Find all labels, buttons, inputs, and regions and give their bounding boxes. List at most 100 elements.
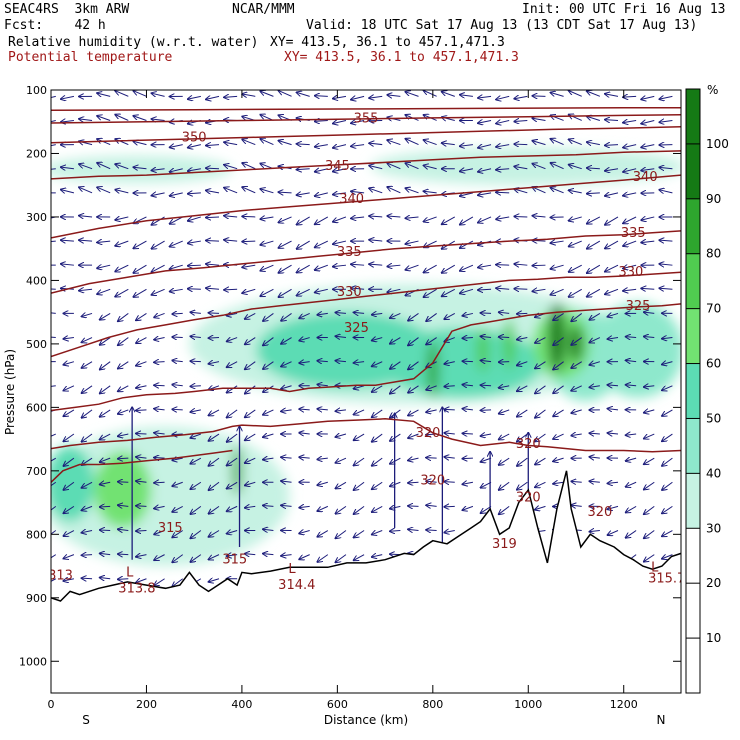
wind-vector-540 xyxy=(317,458,328,459)
wind-vector-130 xyxy=(496,169,510,170)
wind-vector-709 xyxy=(209,579,220,582)
theta-contour-335 xyxy=(51,230,681,294)
wind-vector-408 xyxy=(463,361,473,362)
wind-vector-128 xyxy=(460,169,474,172)
wind-vector-484 xyxy=(571,410,582,413)
wind-vector-355 xyxy=(136,337,147,344)
wind-vector-558 xyxy=(644,457,655,464)
wind-vector-60 xyxy=(496,120,510,123)
wind-vector-357 xyxy=(172,337,183,338)
colorbar-box-6 xyxy=(686,308,700,364)
wind-vector-114 xyxy=(206,168,220,169)
wind-vector-34 xyxy=(659,96,673,99)
x-tick-label-0: 0 xyxy=(48,698,55,711)
colorbar-box-2 xyxy=(686,528,700,584)
wind-vector-187 xyxy=(260,217,274,219)
wind-vector-400 xyxy=(317,361,328,362)
wind-vector-606 xyxy=(245,506,256,507)
theta-label-8: 330 xyxy=(337,285,362,300)
wind-vector-326 xyxy=(245,312,256,318)
wind-vector-571 xyxy=(245,482,256,485)
wind-vector-461 xyxy=(154,409,165,410)
wind-vector-676 xyxy=(245,554,256,555)
wind-vector-307 xyxy=(532,289,546,291)
x-tick-label-1200: 1200 xyxy=(610,698,638,711)
wind-vector-168 xyxy=(551,188,564,194)
wind-vector-351 xyxy=(64,338,74,339)
wind-vector-626 xyxy=(608,506,619,509)
wind-vector-441 xyxy=(426,386,437,390)
wind-vector-327 xyxy=(263,313,274,321)
wind-vector-422 xyxy=(82,385,93,393)
humidity-blob-7 xyxy=(380,328,543,398)
wind-vector-29 xyxy=(569,91,582,97)
wind-vector-638 xyxy=(190,530,202,539)
wind-vector-389 xyxy=(118,361,129,369)
colorbar-label-40: 40 xyxy=(706,466,721,480)
wind-vector-212 xyxy=(79,240,93,241)
wind-vector-680 xyxy=(317,554,329,562)
wind-vector-632 xyxy=(82,531,93,533)
wind-vector-703 xyxy=(100,578,111,579)
colorbar-box-1 xyxy=(686,583,700,639)
wind-vector-523 xyxy=(644,433,655,439)
wind-vector-246 xyxy=(61,264,74,265)
wind-vector-193 xyxy=(369,216,383,217)
wind-vector-276 xyxy=(605,264,619,271)
wind-vector-280 xyxy=(51,288,56,290)
wind-vector-167 xyxy=(532,187,546,194)
wind-vector-88 xyxy=(369,143,383,144)
y-tick-label-800: 800 xyxy=(26,528,47,541)
wind-vector-184 xyxy=(206,217,220,218)
wind-vector-598 xyxy=(100,506,111,507)
wind-vector-577 xyxy=(354,481,365,490)
wind-vector-239 xyxy=(569,240,582,246)
wind-vector-305 xyxy=(496,288,510,289)
wind-vector-387 xyxy=(82,361,93,368)
wind-vector-624 xyxy=(571,505,582,506)
wind-vector-39 xyxy=(115,115,129,121)
theta-label-5: 335 xyxy=(621,226,646,241)
wind-vector-363 xyxy=(281,337,292,344)
wind-vector-105 xyxy=(51,168,56,170)
colorbar-box-8 xyxy=(686,198,700,254)
wind-vector-587 xyxy=(535,481,546,487)
field2-name: Potential temperature xyxy=(8,50,173,65)
wind-vector-30 xyxy=(587,91,601,97)
theta-label-7: 330 xyxy=(618,265,643,280)
wind-vector-360 xyxy=(227,338,238,342)
field1-xy: XY= 413.5, 36.1 to 457.1,471.3 xyxy=(270,35,505,50)
wind-vector-289 xyxy=(206,288,220,289)
wind-vector-379 xyxy=(571,337,583,345)
wind-vector-405 xyxy=(408,361,419,370)
colorbar-box-9 xyxy=(686,143,700,199)
wind-vector-170 xyxy=(587,193,600,194)
wind-vector-662 xyxy=(626,530,637,538)
wind-vector-640 xyxy=(227,531,238,534)
wind-vector-137 xyxy=(623,169,637,172)
wind-vector-31 xyxy=(605,94,619,97)
wind-vector-37 xyxy=(79,119,93,121)
theta-label-11: 320 xyxy=(416,426,441,441)
wind-vector-79 xyxy=(206,145,220,146)
wind-vector-444 xyxy=(481,385,492,386)
wind-vector-259 xyxy=(297,264,310,272)
wind-vector-378 xyxy=(553,337,564,346)
wind-vector-319 xyxy=(118,313,129,321)
wind-vector-450 xyxy=(589,386,600,388)
wind-vector-38 xyxy=(97,116,111,121)
wind-vector-420 xyxy=(51,385,56,387)
wind-vector-125 xyxy=(406,163,419,170)
wind-vector-325 xyxy=(227,313,238,315)
wind-vector-286 xyxy=(152,288,165,295)
wind-vector-35 xyxy=(51,119,56,123)
wind-vector-439 xyxy=(390,385,401,394)
wind-vector-171 xyxy=(605,193,619,196)
wind-vector-179 xyxy=(115,217,129,220)
wind-vector-24 xyxy=(478,96,492,98)
wind-vector-494 xyxy=(118,434,129,436)
wind-vector-129 xyxy=(478,169,492,172)
wind-vector-671 xyxy=(154,554,165,560)
wind-vector-101 xyxy=(605,145,619,146)
terrain-line xyxy=(51,470,681,602)
